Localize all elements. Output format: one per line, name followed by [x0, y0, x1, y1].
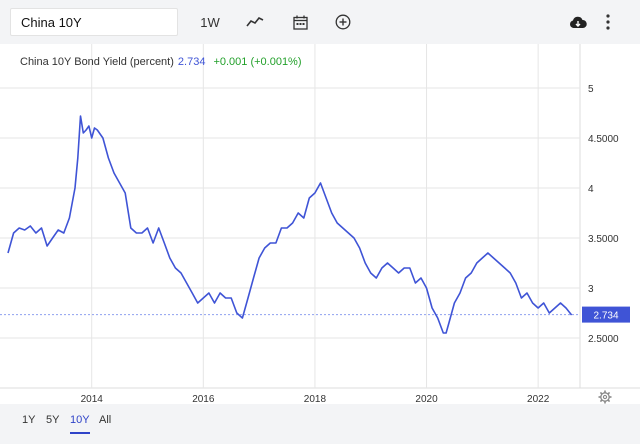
symbol-input[interactable] [21, 15, 171, 30]
x-tick-label: 2018 [304, 394, 327, 404]
y-tick-label: 3 [588, 284, 594, 295]
range-all-button[interactable]: All [99, 414, 112, 426]
more-options-icon[interactable] [600, 10, 616, 34]
last-value: 2.734 [177, 56, 206, 68]
range-5y-button[interactable]: 5Y [46, 414, 60, 426]
interval-button[interactable]: 1W [200, 14, 220, 30]
line-chart[interactable]: 2.5000 3 3.5000 4 4.5000 5 2014 2016 2018 2020 202… [0, 44, 640, 404]
chart-toolbar: 1W [0, 0, 640, 44]
y-tick-label: 3.5000 [588, 234, 619, 245]
chart-area[interactable]: 2.5000 3 3.5000 4 4.5000 5 2014 2016 2018 2020 202… [0, 44, 640, 404]
y-tick-label: 5 [588, 84, 594, 95]
change-value: +0.001 (+0.001%) [213, 56, 302, 68]
range-selector: 1Y 5Y 10Y All [0, 404, 640, 444]
x-tick-label: 2022 [527, 394, 550, 404]
x-tick-label: 2020 [415, 394, 438, 404]
last-price-tag-label: 2.734 [593, 311, 618, 322]
settings-gear-icon[interactable] [598, 390, 612, 404]
add-comparison-icon[interactable] [332, 10, 354, 34]
chart-type-icon[interactable] [242, 10, 268, 34]
x-tick-label: 2016 [192, 394, 215, 404]
y-tick-label: 4.5000 [588, 134, 619, 145]
symbol-search-box[interactable] [10, 8, 178, 36]
download-icon[interactable] [566, 10, 590, 34]
chart-legend: China 10Y Bond Yield (percent) 2.734 +0.00… [20, 56, 302, 68]
x-tick-label: 2014 [81, 394, 104, 404]
y-tick-label: 2.5000 [588, 334, 619, 345]
yield-series-line[interactable] [7, 115, 573, 334]
last-price-tag [582, 306, 630, 323]
calendar-icon[interactable] [289, 10, 311, 34]
range-1y-button[interactable]: 1Y [22, 414, 36, 426]
range-10y-button[interactable]: 10Y [70, 414, 90, 434]
y-tick-label: 4 [588, 184, 594, 195]
series-name: China 10Y Bond Yield (percent) [20, 56, 174, 68]
